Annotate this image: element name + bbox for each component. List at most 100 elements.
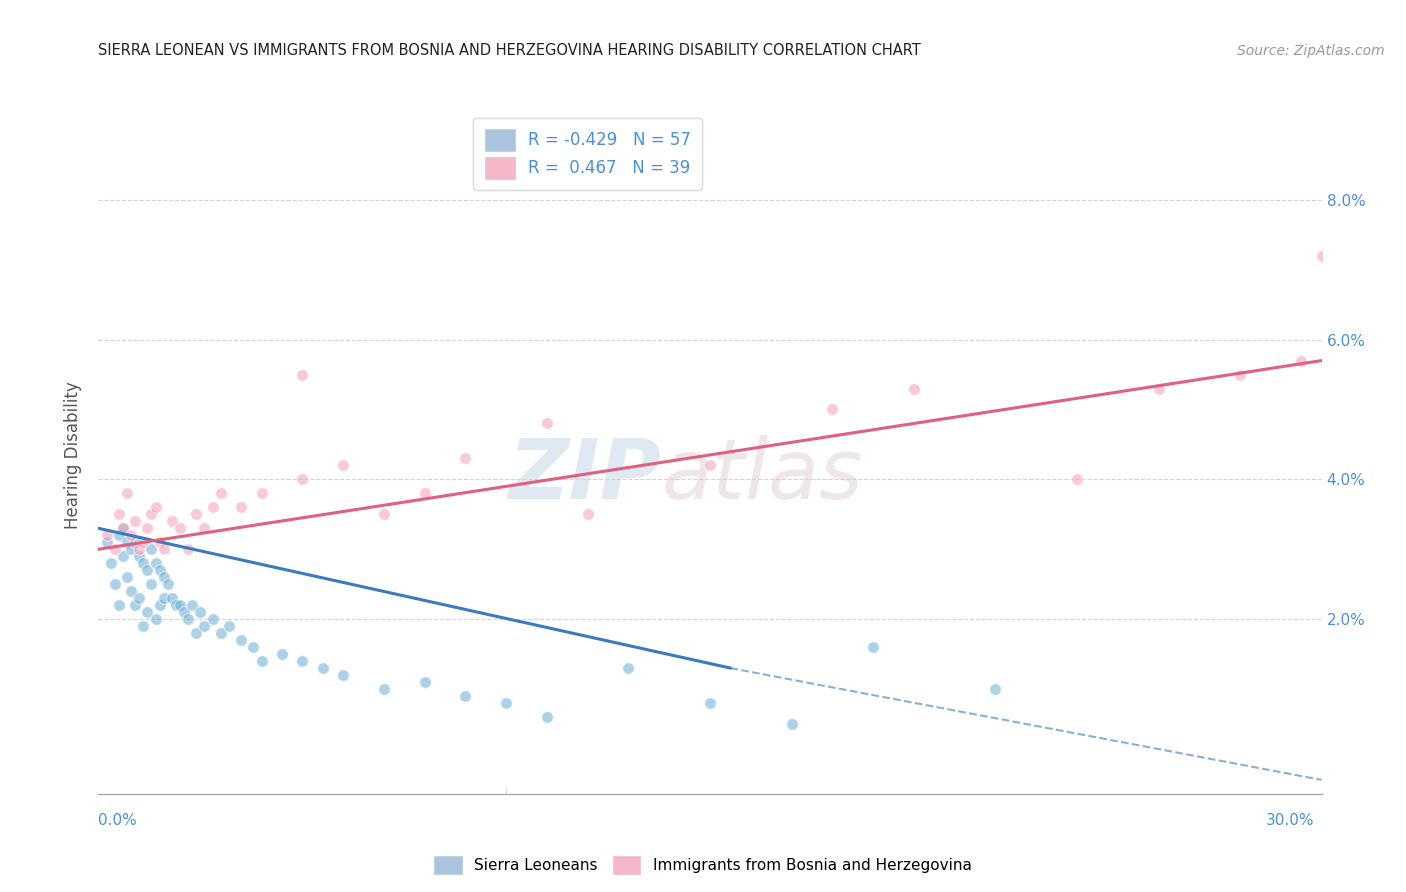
Legend: Sierra Leoneans, Immigrants from Bosnia and Herzegovina: Sierra Leoneans, Immigrants from Bosnia … bbox=[429, 850, 977, 880]
Point bbox=[188, 605, 212, 619]
Point bbox=[111, 549, 134, 564]
Point bbox=[124, 535, 146, 549]
Point bbox=[128, 549, 150, 564]
Point bbox=[312, 661, 335, 675]
Point bbox=[177, 542, 200, 557]
Point bbox=[120, 528, 142, 542]
Point bbox=[141, 577, 163, 591]
Point bbox=[156, 577, 179, 591]
Point bbox=[201, 612, 224, 626]
Point bbox=[177, 612, 200, 626]
Point bbox=[193, 521, 215, 535]
Point bbox=[862, 640, 884, 654]
Point bbox=[373, 681, 395, 696]
Point bbox=[115, 570, 138, 584]
Point bbox=[136, 563, 159, 577]
Point bbox=[821, 402, 844, 417]
Point bbox=[108, 528, 131, 542]
Text: 0.0%: 0.0% bbox=[98, 814, 138, 828]
Text: Source: ZipAtlas.com: Source: ZipAtlas.com bbox=[1237, 44, 1385, 58]
Point bbox=[291, 368, 314, 382]
Point bbox=[104, 542, 127, 557]
Point bbox=[181, 598, 204, 612]
Point bbox=[132, 535, 155, 549]
Point bbox=[903, 382, 925, 396]
Point bbox=[152, 542, 174, 557]
Point bbox=[454, 451, 477, 466]
Point bbox=[1291, 353, 1313, 368]
Point bbox=[111, 521, 134, 535]
Point bbox=[242, 640, 264, 654]
Point bbox=[149, 598, 172, 612]
Point bbox=[173, 605, 195, 619]
Point bbox=[536, 417, 558, 431]
Point bbox=[108, 598, 131, 612]
Point bbox=[104, 577, 127, 591]
Point bbox=[291, 472, 314, 486]
Point bbox=[231, 500, 253, 515]
Point bbox=[115, 535, 138, 549]
Point bbox=[141, 508, 163, 522]
Point bbox=[193, 619, 215, 633]
Point bbox=[332, 668, 354, 682]
Point bbox=[291, 654, 314, 668]
Point bbox=[165, 598, 187, 612]
Point bbox=[169, 598, 191, 612]
Point bbox=[128, 591, 150, 606]
Point bbox=[152, 591, 174, 606]
Point bbox=[699, 458, 721, 473]
Point bbox=[100, 556, 122, 570]
Point bbox=[495, 696, 517, 710]
Point bbox=[1229, 368, 1251, 382]
Y-axis label: Hearing Disability: Hearing Disability bbox=[65, 381, 83, 529]
Legend: R = -0.429   N = 57, R =  0.467   N = 39: R = -0.429 N = 57, R = 0.467 N = 39 bbox=[472, 118, 703, 190]
Point bbox=[124, 514, 146, 528]
Point bbox=[111, 521, 134, 535]
Point bbox=[186, 508, 208, 522]
Point bbox=[373, 508, 395, 522]
Point bbox=[96, 528, 118, 542]
Point bbox=[96, 535, 118, 549]
Point bbox=[413, 675, 436, 690]
Point bbox=[454, 689, 477, 703]
Point bbox=[108, 508, 131, 522]
Point bbox=[250, 654, 273, 668]
Text: atlas: atlas bbox=[661, 434, 863, 516]
Text: SIERRA LEONEAN VS IMMIGRANTS FROM BOSNIA AND HERZEGOVINA HEARING DISABILITY CORR: SIERRA LEONEAN VS IMMIGRANTS FROM BOSNIA… bbox=[98, 43, 921, 58]
Point bbox=[1066, 472, 1088, 486]
Point bbox=[1310, 249, 1333, 263]
Point bbox=[136, 605, 159, 619]
Point bbox=[270, 647, 294, 661]
Text: ZIP: ZIP bbox=[509, 434, 661, 516]
Point bbox=[149, 535, 172, 549]
Point bbox=[124, 598, 146, 612]
Point bbox=[145, 556, 167, 570]
Point bbox=[160, 514, 183, 528]
Point bbox=[536, 710, 558, 724]
Point bbox=[332, 458, 354, 473]
Point bbox=[169, 521, 191, 535]
Point bbox=[145, 500, 167, 515]
Point bbox=[152, 570, 174, 584]
Point bbox=[160, 591, 183, 606]
Text: 30.0%: 30.0% bbox=[1267, 814, 1315, 828]
Point bbox=[120, 584, 142, 599]
Point bbox=[218, 619, 240, 633]
Point bbox=[115, 486, 138, 500]
Point bbox=[250, 486, 273, 500]
Point bbox=[984, 681, 1007, 696]
Point bbox=[413, 486, 436, 500]
Point bbox=[780, 717, 803, 731]
Point bbox=[209, 486, 232, 500]
Point bbox=[699, 696, 721, 710]
Point bbox=[141, 542, 163, 557]
Point bbox=[617, 661, 640, 675]
Point bbox=[1147, 382, 1170, 396]
Point bbox=[149, 563, 172, 577]
Point bbox=[128, 542, 150, 557]
Point bbox=[132, 556, 155, 570]
Point bbox=[209, 626, 232, 640]
Point bbox=[136, 521, 159, 535]
Point bbox=[145, 612, 167, 626]
Point bbox=[201, 500, 224, 515]
